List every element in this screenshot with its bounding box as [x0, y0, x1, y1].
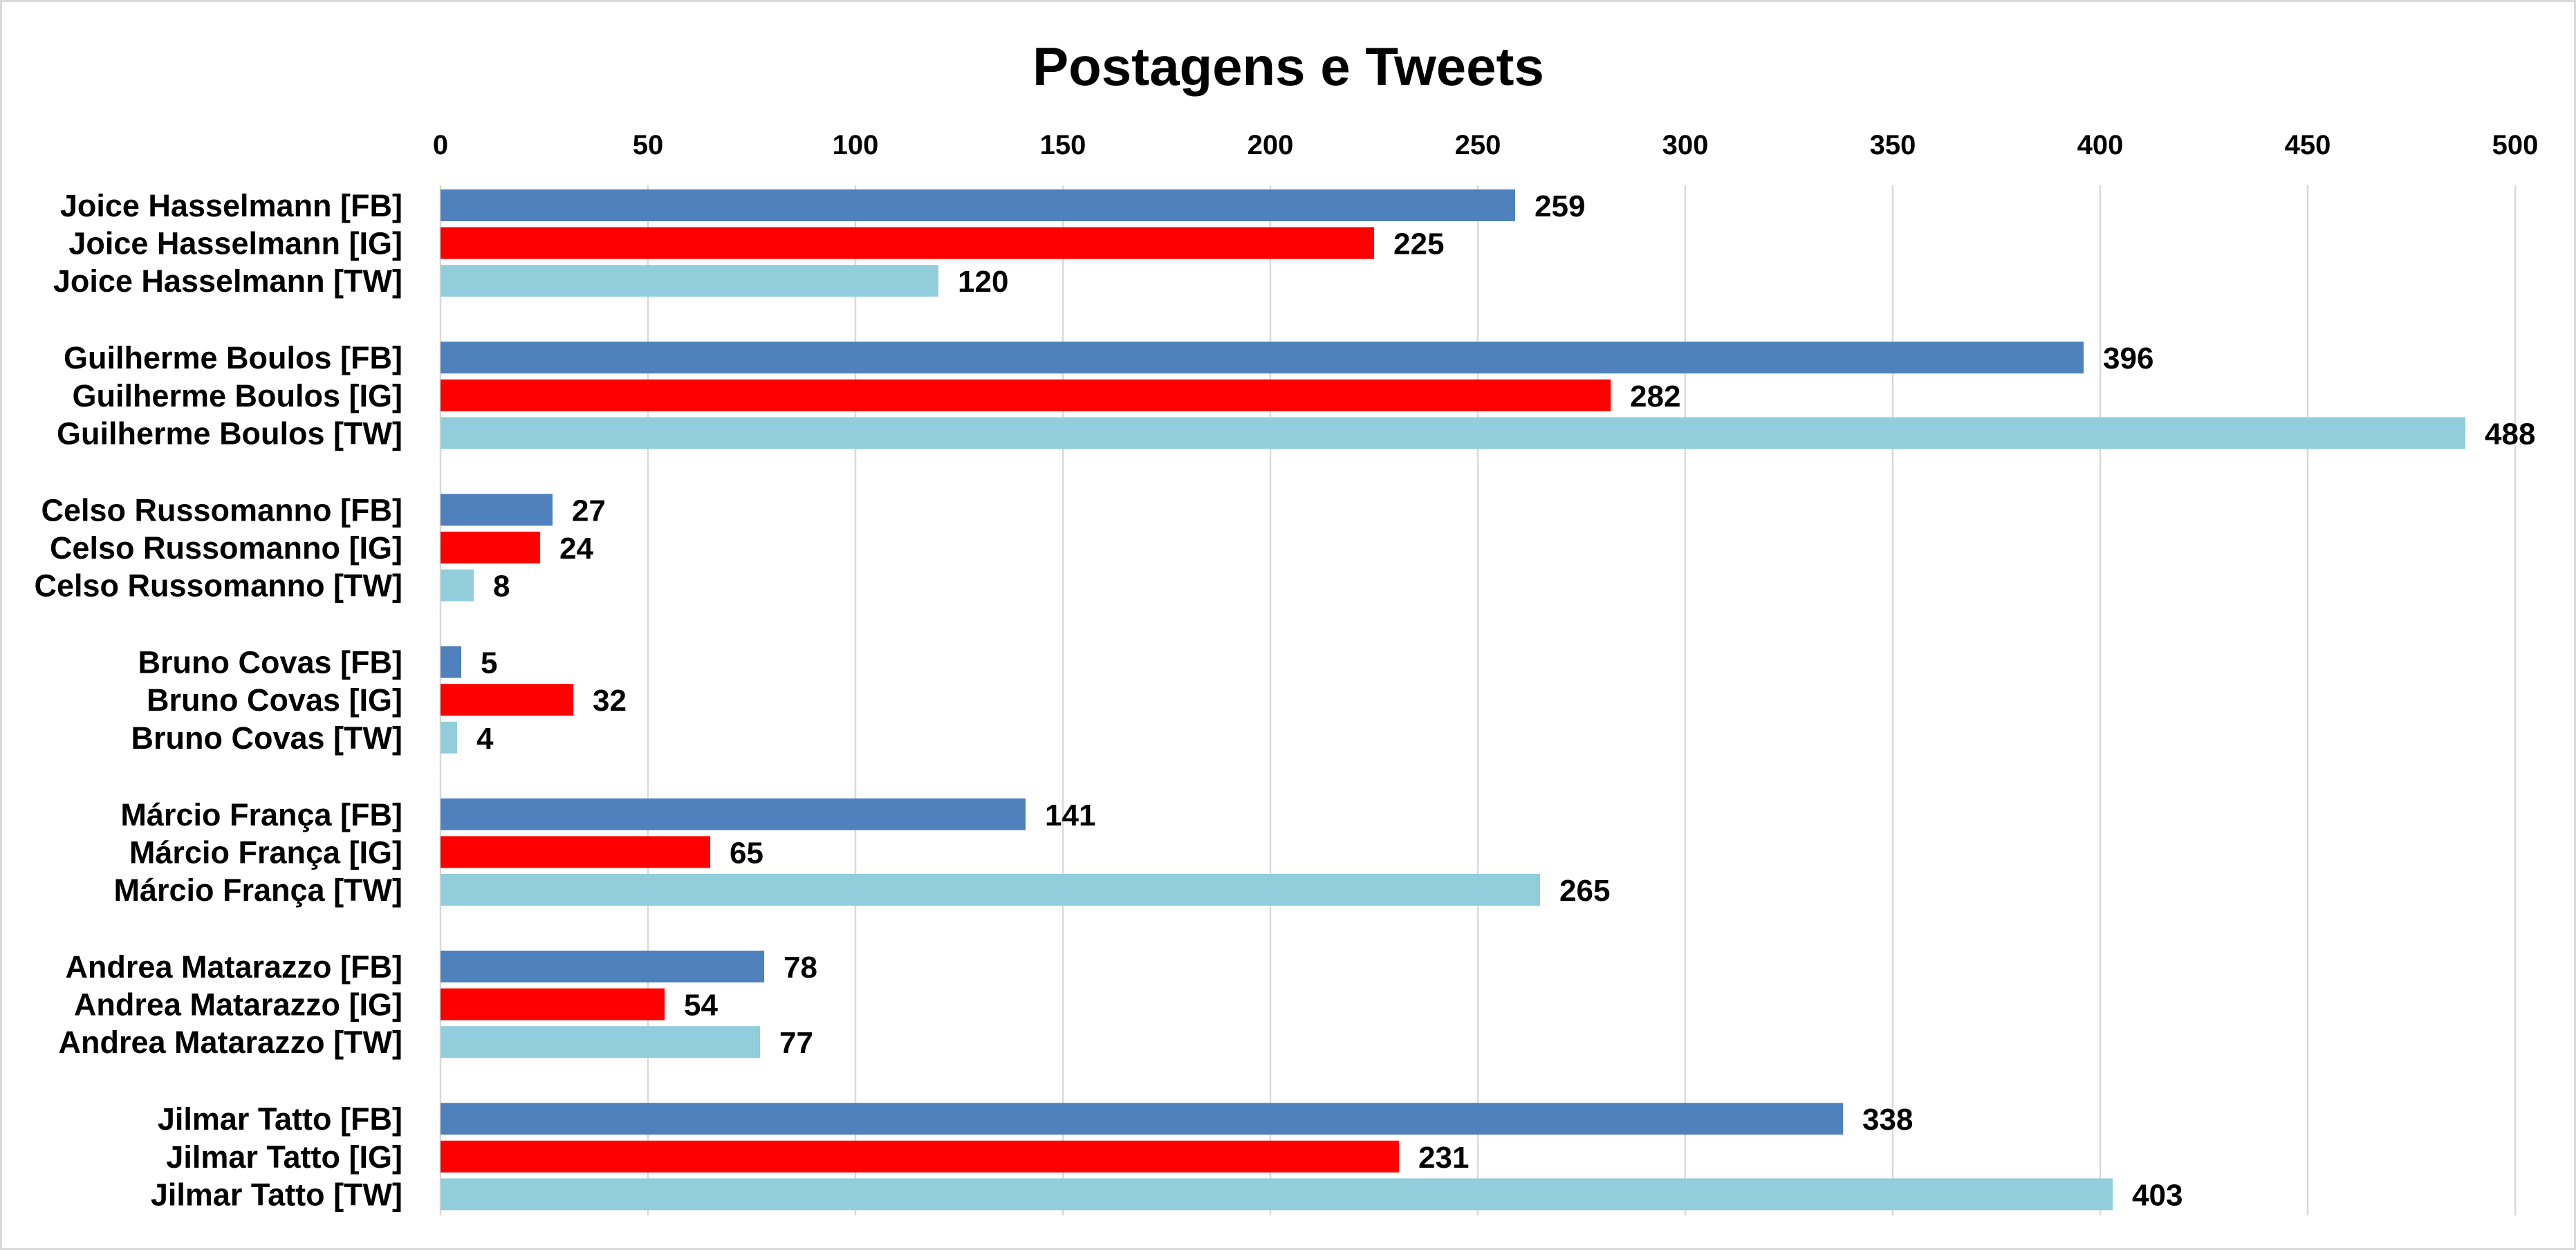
category-labels: Joice Hasselmann [FB]Joice Hasselmann [I… [34, 188, 402, 1212]
x-tick-label-200: 200 [1248, 130, 1294, 160]
value-label-guilherme-boulos-tw: 488 [2485, 417, 2535, 451]
category-label-guilherme-boulos-ig: Guilherme Boulos [IG] [72, 378, 402, 413]
x-tick-label-350: 350 [1870, 130, 1916, 160]
category-label-andrea-matarazzo-tw: Andrea Matarazzo [TW] [58, 1025, 402, 1060]
value-label-marcio-franca-fb: 141 [1045, 799, 1095, 832]
category-label-bruno-covas-tw: Bruno Covas [TW] [131, 720, 402, 756]
category-label-joice-hasselmann-ig: Joice Hasselmann [IG] [68, 226, 402, 261]
value-label-andrea-matarazzo-fb: 78 [784, 951, 817, 985]
bar-marcio-franca-tw [441, 874, 1540, 906]
category-label-celso-russomanno-ig: Celso Russomanno [IG] [50, 530, 402, 566]
bar-bruno-covas-ig [441, 684, 573, 716]
value-labels: 259 225 120 396 282 488 27 24 8 5 32 4 141 65 265 78 54 7… [476, 189, 2535, 1212]
bar-andrea-matarazzo-fb [441, 951, 764, 982]
x-tick-label-150: 150 [1040, 130, 1086, 160]
category-label-marcio-franca-ig: Márcio França [IG] [129, 834, 402, 870]
bar-celso-russomanno-ig [441, 532, 540, 563]
category-label-celso-russomanno-tw: Celso Russomanno [TW] [34, 568, 402, 604]
value-label-bruno-covas-tw: 4 [476, 722, 494, 756]
value-label-bruno-covas-ig: 32 [593, 684, 627, 718]
category-label-andrea-matarazzo-fb: Andrea Matarazzo [FB] [65, 949, 402, 985]
category-label-bruno-covas-fb: Bruno Covas [FB] [138, 645, 403, 680]
bar-celso-russomanno-fb [441, 494, 553, 526]
value-label-jilmar-tatto-tw: 403 [2132, 1178, 2183, 1212]
bar-andrea-matarazzo-ig [441, 988, 665, 1020]
value-label-jilmar-tatto-fb: 338 [1862, 1103, 1913, 1137]
value-label-bruno-covas-fb: 5 [481, 646, 497, 680]
bar-jilmar-tatto-ig [441, 1140, 1399, 1173]
category-label-celso-russomanno-fb: Celso Russomanno [FB] [41, 492, 402, 528]
bar-guilherme-boulos-tw [441, 417, 2465, 449]
bar-bruno-covas-fb [441, 646, 461, 678]
category-label-jilmar-tatto-tw: Jilmar Tatto [TW] [151, 1177, 402, 1212]
bar-joice-hasselmann-fb [441, 189, 1515, 221]
value-label-jilmar-tatto-ig: 231 [1418, 1141, 1469, 1175]
x-tick-label-250: 250 [1455, 130, 1501, 160]
category-label-joice-hasselmann-tw: Joice Hasselmann [TW] [53, 263, 402, 299]
value-label-guilherme-boulos-ig: 282 [1630, 380, 1680, 413]
value-label-guilherme-boulos-fb: 396 [2103, 342, 2153, 375]
value-label-andrea-matarazzo-ig: 54 [684, 989, 718, 1023]
bar-celso-russomanno-tw [441, 569, 474, 601]
bar-jilmar-tatto-fb [441, 1103, 1843, 1135]
x-tick-label-500: 500 [2492, 130, 2539, 160]
x-tick-label-0: 0 [433, 130, 448, 160]
category-label-guilherme-boulos-fb: Guilherme Boulos [FB] [64, 340, 402, 375]
category-label-marcio-franca-tw: Márcio França [TW] [113, 873, 402, 908]
category-label-jilmar-tatto-ig: Jilmar Tatto [IG] [166, 1139, 402, 1175]
chart-title: Postagens e Tweets [1032, 36, 1544, 97]
category-label-bruno-covas-ig: Bruno Covas [IG] [147, 682, 402, 718]
value-label-celso-russomanno-fb: 27 [572, 494, 606, 528]
bar-guilherme-boulos-fb [441, 342, 2084, 374]
bar-guilherme-boulos-ig [441, 379, 1611, 411]
value-label-andrea-matarazzo-tw: 77 [779, 1026, 813, 1060]
bar-jilmar-tatto-tw [441, 1178, 2113, 1211]
category-label-marcio-franca-fb: Márcio França [FB] [120, 797, 402, 832]
x-tick-label-400: 400 [2077, 130, 2124, 160]
x-tick-label-300: 300 [1662, 130, 1709, 160]
value-label-celso-russomanno-ig: 24 [559, 532, 593, 566]
value-label-joice-hasselmann-fb: 259 [1535, 189, 1585, 223]
bar-marcio-franca-fb [441, 798, 1026, 830]
category-label-jilmar-tatto-fb: Jilmar Tatto [FB] [158, 1101, 402, 1137]
x-tick-label-450: 450 [2285, 130, 2331, 160]
value-label-joice-hasselmann-ig: 225 [1393, 227, 1444, 261]
bar-marcio-franca-ig [441, 836, 710, 868]
category-label-guilherme-boulos-tw: Guilherme Boulos [TW] [57, 416, 402, 451]
bar-andrea-matarazzo-tw [441, 1026, 760, 1058]
category-label-joice-hasselmann-fb: Joice Hasselmann [FB] [60, 188, 402, 223]
value-label-celso-russomanno-tw: 8 [493, 570, 510, 604]
category-label-andrea-matarazzo-ig: Andrea Matarazzo [IG] [74, 987, 402, 1023]
value-label-joice-hasselmann-tw: 120 [958, 265, 1008, 299]
x-axis-tick-labels: 0 50 100 150 200 250 300 350 400 450 500 [433, 130, 2539, 160]
value-label-marcio-franca-ig: 65 [730, 836, 763, 870]
bar-joice-hasselmann-tw [441, 265, 938, 297]
bar-bruno-covas-tw [441, 721, 457, 754]
x-tick-label-50: 50 [633, 130, 664, 160]
bars [441, 189, 2465, 1211]
bar-joice-hasselmann-ig [441, 227, 1374, 259]
x-tick-label-100: 100 [833, 130, 879, 160]
value-label-marcio-franca-tw: 265 [1559, 874, 1610, 908]
